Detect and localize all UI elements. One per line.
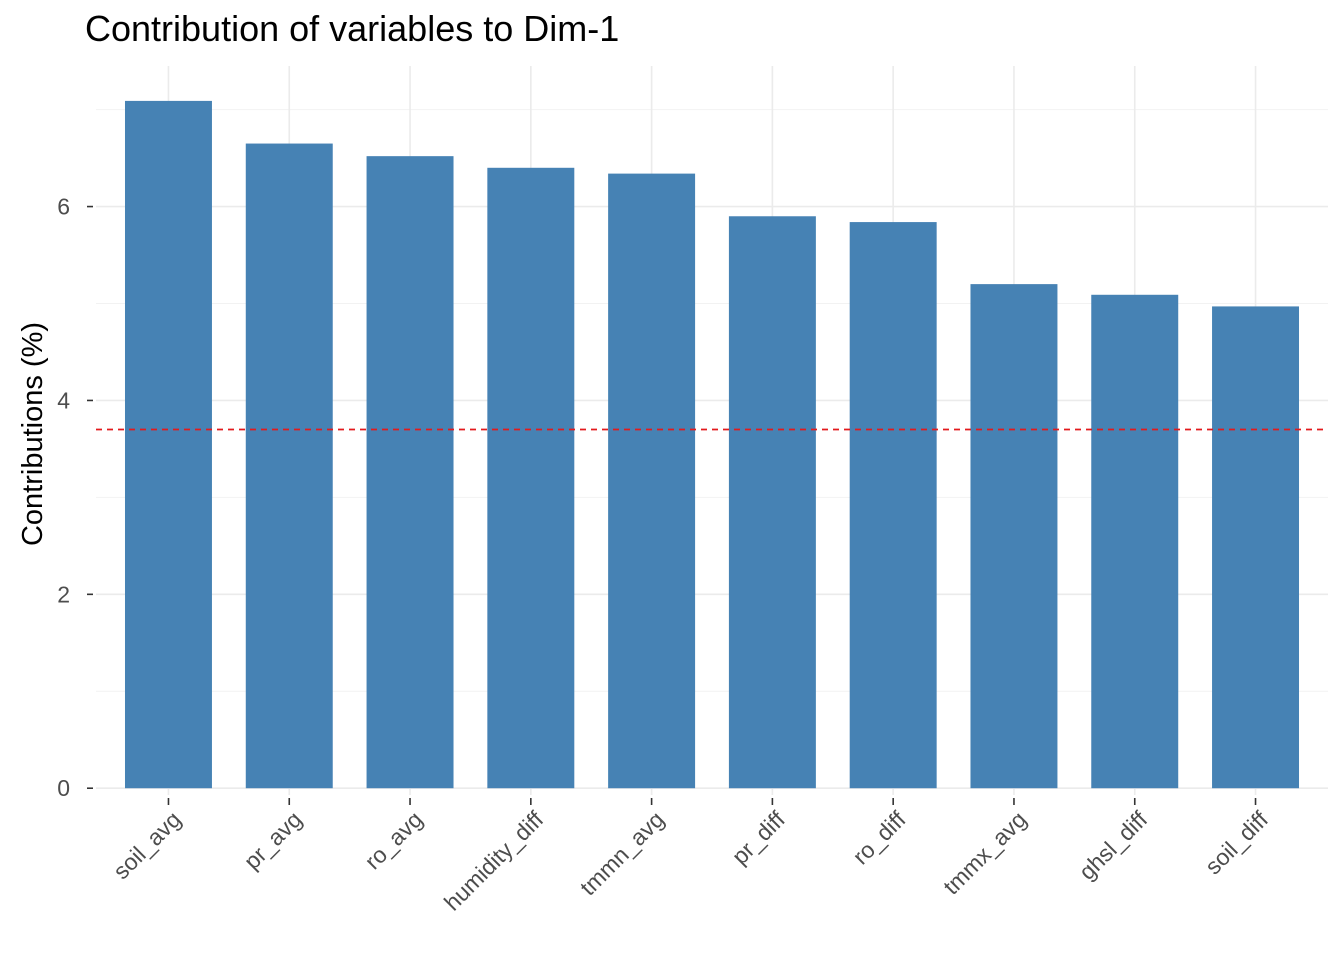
bars — [124, 100, 1300, 789]
x-tick-label: soil_diff — [1200, 806, 1274, 880]
bar-soil_diff — [1212, 306, 1300, 789]
x-tick-label: pr_avg — [239, 806, 307, 874]
x-tick-label: tmmx_avg — [938, 806, 1031, 899]
x-tick-label: ghsl_diff — [1074, 806, 1153, 885]
y-tick-label: 0 — [57, 775, 70, 801]
y-tick-label: 2 — [57, 581, 70, 607]
bar-ghsl_diff — [1091, 294, 1179, 789]
bar-humidity_diff — [487, 167, 575, 789]
bar-tmmx_avg — [970, 284, 1058, 789]
chart-title: Contribution of variables to Dim-1 — [85, 8, 620, 49]
bar-pr_avg — [245, 143, 333, 789]
x-tick-label: ro_avg — [359, 806, 427, 874]
x-tick-label: humidity_diff — [439, 806, 549, 916]
y-axis-title: Contributions (%) — [17, 322, 49, 546]
bar-ro_diff — [849, 222, 937, 789]
bar-pr_diff — [728, 216, 816, 789]
bar-tmmn_avg — [608, 173, 696, 789]
x-tick-label: pr_diff — [727, 806, 791, 870]
x-tick-label: soil_avg — [108, 806, 186, 884]
bar-ro_avg — [366, 156, 454, 789]
x-tick-label: ro_diff — [847, 806, 911, 870]
y-tick-label: 4 — [57, 387, 70, 413]
y-tick-label: 6 — [57, 194, 70, 220]
bar-soil_avg — [124, 100, 212, 789]
x-tick-label: tmmn_avg — [575, 806, 669, 900]
